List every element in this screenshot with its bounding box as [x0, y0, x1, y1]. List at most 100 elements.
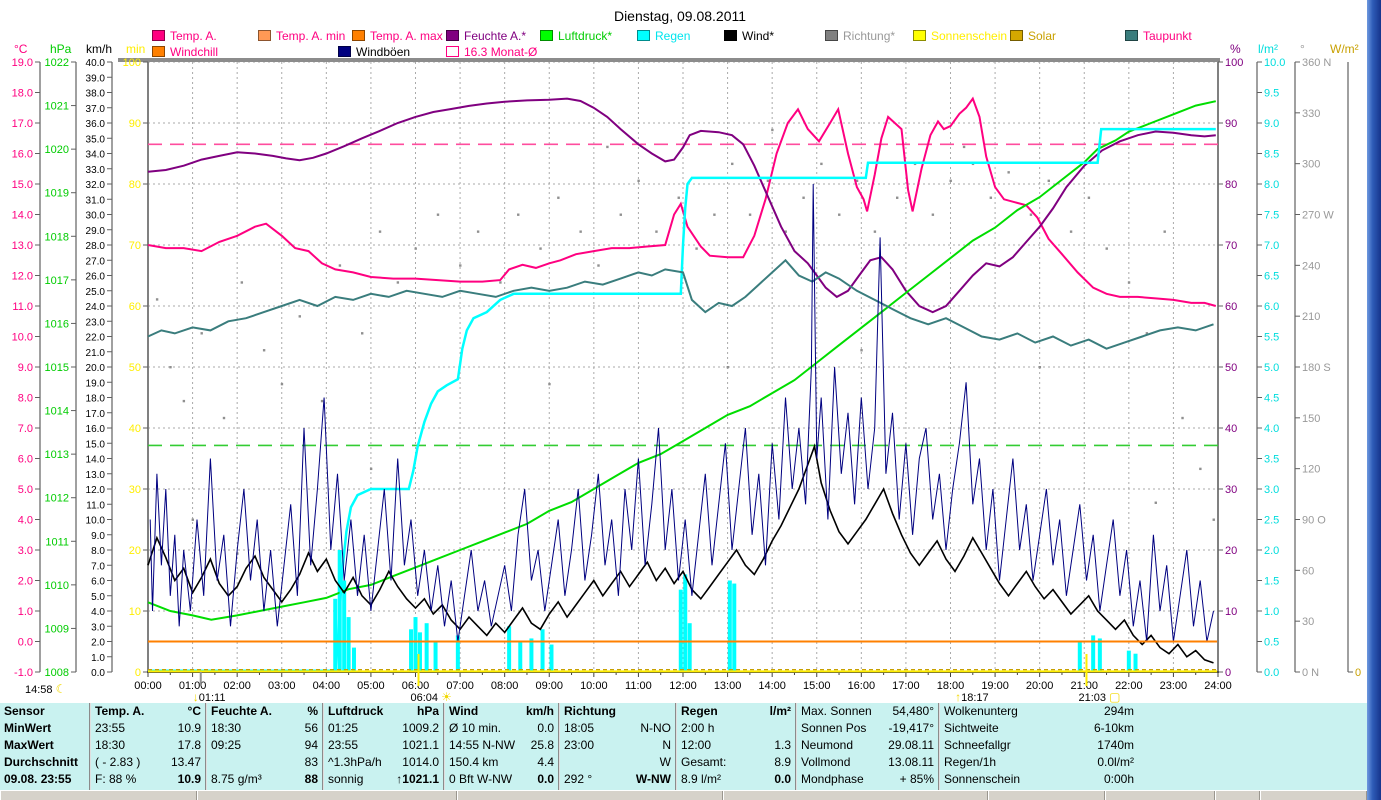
stat-value: 10.9: [177, 721, 201, 735]
rain-bar: [727, 580, 732, 672]
stat-time: sonnig: [328, 772, 364, 786]
table-row: 292 ° W-NW: [564, 771, 671, 788]
legend-item-feuchte-a-[interactable]: Feuchte A.*: [446, 29, 526, 43]
tick-label-deg: 150: [1302, 413, 1320, 425]
legend-item-luftdruck-[interactable]: Luftdruck*: [540, 28, 613, 43]
tick-label-degC: 10.0: [12, 332, 33, 344]
table-row: Schneefallgr 1740m: [944, 737, 1134, 754]
tick-label-degC: 6.0: [18, 454, 33, 466]
legend-item-richtung-[interactable]: Richtung*: [825, 29, 895, 43]
table-row: 18:30 56: [211, 720, 318, 737]
wind-direction-dot: [1038, 366, 1042, 369]
tick-label-pct: 60: [1225, 301, 1237, 313]
stat-name: Schneefallgr: [944, 738, 1011, 752]
tick-label-hPa: 1022: [45, 57, 69, 69]
legend-item-16-3-monat-[interactable]: 16.3 Monat-Ø: [446, 45, 537, 59]
legend-item-solar[interactable]: Solar: [1010, 29, 1056, 43]
astro-marker-time: 18:17: [961, 692, 989, 704]
stat-time: 23:00: [564, 738, 595, 752]
col-unit: %: [307, 704, 318, 718]
tick-label-deg: 180 S: [1302, 362, 1331, 374]
tick-label-kmh: 15.0: [86, 439, 106, 450]
x-tick-label: 24:00: [1204, 680, 1232, 692]
stat-time: 14:55 N-NW: [449, 738, 516, 752]
legend-color-swatch: [446, 30, 459, 41]
legend-label: Regen: [655, 28, 691, 43]
tick-label-degC: 3.0: [18, 545, 33, 557]
tick-label-hPa: 1014: [45, 406, 69, 418]
tick-label-pct: 50: [1225, 362, 1237, 374]
status-bar: [0, 790, 1367, 800]
stat-value: 94: [304, 738, 318, 752]
tick-label-hPa: 1008: [45, 667, 69, 679]
legend-item-windb-en[interactable]: Windböen: [338, 45, 410, 59]
legend-item-temp-a-min[interactable]: Temp. A. min: [258, 29, 345, 43]
tick-label-lm2: 7.0: [1264, 240, 1279, 252]
tick-label-minutes: 100: [123, 57, 141, 69]
legend-item-windchill[interactable]: Windchill: [152, 44, 219, 59]
rain-bar: [529, 638, 534, 672]
stat-value: 56: [304, 721, 318, 735]
tick-label-kmh: 1.0: [91, 653, 105, 664]
stat-value: + 85%: [899, 772, 934, 786]
legend-label: Windchill: [170, 44, 219, 59]
stat-value: 13.08.11: [888, 755, 934, 769]
wind-direction-dot: [222, 416, 226, 420]
tick-label-deg: 120: [1302, 464, 1320, 476]
tick-label-minutes: 10: [129, 606, 141, 618]
stat-value: 17.8: [177, 738, 201, 752]
wind-direction-dot: [517, 213, 520, 216]
wind-direction-dot: [855, 179, 859, 183]
legend-label: Luftdruck*: [558, 28, 613, 43]
stat-time: 23:55: [95, 721, 126, 735]
legend-item-regen[interactable]: Regen: [637, 28, 691, 43]
wind-direction-dot: [784, 230, 787, 233]
status-segment: [1260, 791, 1367, 800]
tick-label-kmh: 35.0: [86, 134, 106, 145]
wind-direction-dot: [896, 196, 899, 199]
tick-label-kmh: 19.0: [86, 378, 106, 389]
table-row: Luftdruck hPa: [328, 703, 439, 720]
legend-item-temp-a-max[interactable]: Temp. A. max: [352, 29, 443, 43]
status-segment: [1105, 791, 1215, 800]
rain-bar: [1133, 653, 1138, 672]
x-tick-label: 11:00: [625, 680, 652, 692]
legend-color-swatch: [724, 30, 737, 41]
tick-label-degC: -1.0: [14, 667, 33, 679]
stat-name: Wolkenunterg: [944, 704, 1018, 718]
table-row: Sichtweite 6-10km: [944, 720, 1134, 737]
table-row: 23:55 10.9: [95, 720, 201, 737]
legend-item-taupunkt[interactable]: Taupunkt: [1125, 29, 1192, 43]
tick-label-lm2: 0.5: [1264, 637, 1279, 649]
legend-item-wind-[interactable]: Wind*: [724, 28, 775, 43]
status-segment: [197, 791, 457, 800]
legend-label: Wind*: [742, 28, 775, 43]
tick-label-kmh: 39.0: [86, 73, 106, 84]
rain-bar: [687, 623, 692, 672]
tick-label-hPa: 1021: [45, 101, 69, 113]
legend-item-sonnenschein[interactable]: Sonnenschein: [913, 29, 1007, 43]
legend-color-swatch: [152, 46, 165, 57]
stat-value: W: [659, 755, 671, 769]
stat-value: 1009.2: [402, 721, 439, 735]
tick-label-lm2: 10.0: [1264, 57, 1285, 69]
rain-bar: [333, 598, 338, 672]
table-row: Wolkenunterg 294m: [944, 703, 1134, 720]
axis-header-C: °C: [14, 42, 28, 56]
tick-label-deg: 90 O: [1302, 515, 1326, 527]
wind-direction-dot: [1087, 196, 1091, 199]
legend-color-swatch: [338, 46, 351, 57]
weather-chart-canvas[interactable]: -1.0 0.0 1.0 2.0 3.0 4.0 5.0 6.0 7.0 8.0 9.0 10.0 11…: [0, 0, 1367, 703]
table-row: Wind km/h: [449, 703, 554, 720]
tick-label-hPa: 1012: [45, 493, 69, 505]
stat-value: 29.08.11: [888, 738, 934, 752]
legend-item-temp-a-[interactable]: Temp. A.: [152, 29, 217, 43]
x-tick-label: 15:00: [803, 680, 831, 692]
legend-color-swatch: [540, 30, 553, 41]
table-row: Ø 10 min. 0.0: [449, 720, 554, 737]
tick-label-kmh: 22.0: [86, 333, 106, 344]
x-tick-label: 12:00: [669, 680, 697, 692]
tick-label-lm2: 9.0: [1264, 118, 1279, 130]
table-row: 0 Bft W-NW 0.0: [449, 771, 554, 788]
table-row: ^1.3hPa/h 1014.0: [328, 754, 439, 771]
